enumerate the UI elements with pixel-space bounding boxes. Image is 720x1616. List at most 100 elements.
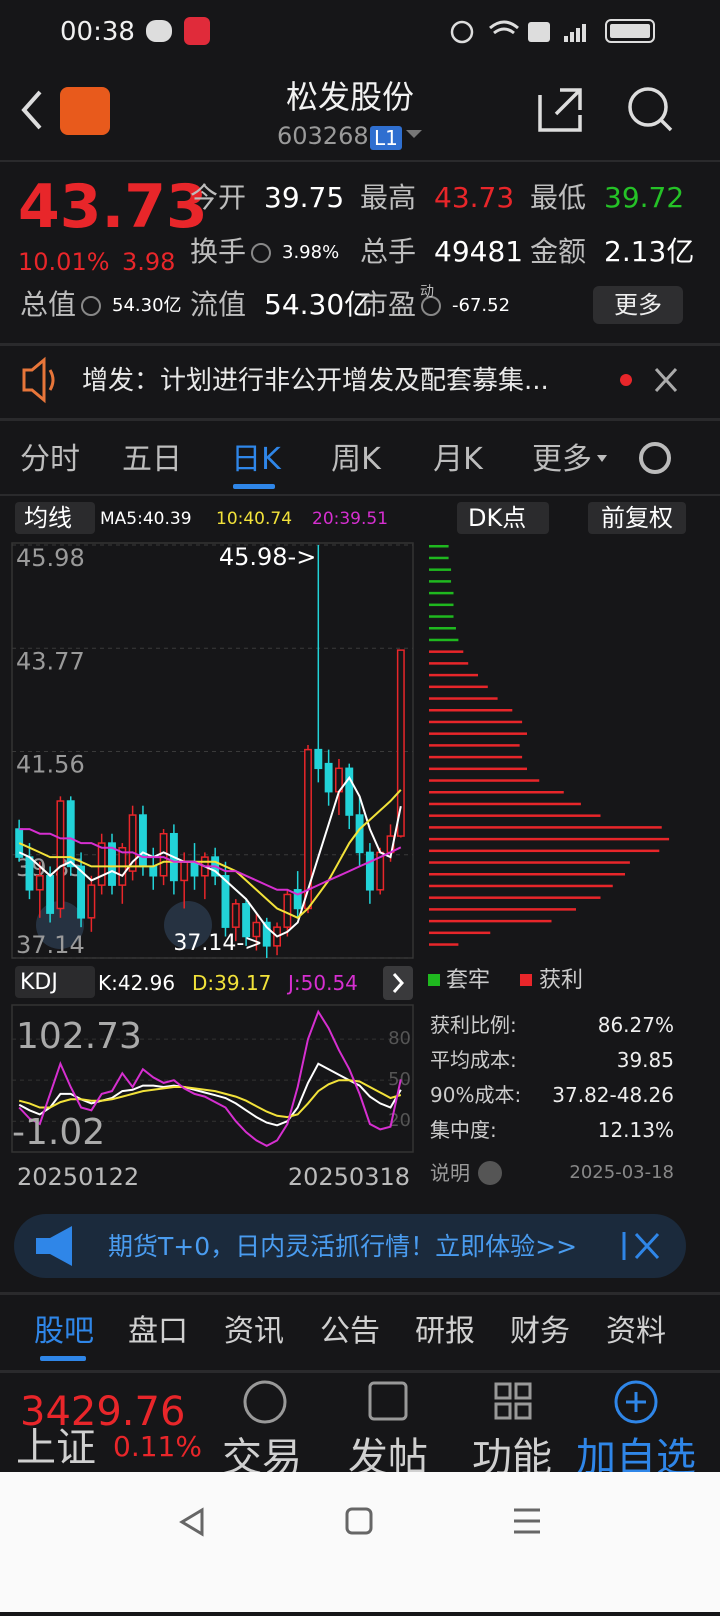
stat-label: 获利比例: bbox=[430, 1013, 517, 1037]
info-dot[interactable] bbox=[421, 296, 441, 316]
bottom-tab[interactable]: 盘口 bbox=[128, 1314, 188, 1349]
candle-body bbox=[262, 921, 271, 947]
chip-bar bbox=[429, 556, 449, 560]
change-amount: 3.98 bbox=[122, 248, 176, 276]
index-change: 0.11% bbox=[113, 1430, 202, 1463]
stat-label: 90%成本: bbox=[430, 1083, 522, 1107]
period-tab[interactable]: 更多 bbox=[532, 442, 592, 477]
date-label: 20250122 bbox=[17, 1163, 140, 1191]
period-tab[interactable]: 周K bbox=[331, 442, 381, 477]
more-button[interactable] bbox=[593, 286, 683, 324]
chip-bar bbox=[429, 873, 625, 876]
chip-bar bbox=[429, 662, 469, 665]
candle-body bbox=[314, 748, 323, 770]
ma-menu[interactable]: 均线 bbox=[24, 504, 72, 532]
candle-body bbox=[221, 875, 230, 928]
candle-body bbox=[15, 828, 24, 858]
candle-body bbox=[159, 832, 168, 877]
kdj-menu[interactable]: KDJ bbox=[20, 970, 58, 995]
dk-button-bg[interactable] bbox=[457, 502, 549, 534]
candle-body bbox=[396, 649, 405, 837]
kdj-line bbox=[18, 1009, 402, 1148]
candle-body bbox=[180, 861, 189, 882]
period-tab[interactable]: 五日 bbox=[122, 442, 182, 477]
high-annotation: 45.98-> bbox=[219, 543, 316, 571]
adjust-button[interactable]: 前复权 bbox=[601, 504, 673, 532]
footer-action[interactable]: 发帖 bbox=[348, 1435, 428, 1481]
candle-body bbox=[293, 889, 302, 910]
divider bbox=[0, 1292, 720, 1295]
trade-icon[interactable] bbox=[243, 1380, 287, 1424]
candle-body bbox=[108, 842, 116, 886]
back-button[interactable] bbox=[21, 90, 42, 130]
divider bbox=[0, 1370, 720, 1373]
info-icon[interactable] bbox=[478, 1161, 502, 1185]
period-tab[interactable]: 日K bbox=[231, 442, 281, 477]
kdj-label: K:42.96 bbox=[98, 971, 176, 995]
battery-icon bbox=[605, 19, 655, 43]
range-label: 102.73 bbox=[16, 1016, 142, 1057]
more-button-label[interactable]: 更多 bbox=[614, 291, 662, 319]
period-tab[interactable]: 月K bbox=[433, 442, 483, 477]
footer-action[interactable]: 加自选 bbox=[576, 1435, 696, 1481]
stat-label: 平均成本: bbox=[430, 1048, 517, 1072]
chip-bar bbox=[429, 568, 452, 571]
quote-label: 总手 bbox=[360, 235, 417, 268]
nav-home[interactable] bbox=[345, 1507, 373, 1535]
quote-value: 54.30亿 bbox=[264, 288, 373, 321]
post-icon[interactable] bbox=[368, 1381, 408, 1421]
chip-bar bbox=[429, 896, 601, 899]
ma-menu-bg bbox=[15, 502, 95, 534]
info-dot[interactable] bbox=[81, 296, 101, 316]
stat-label: 集中度: bbox=[430, 1118, 497, 1142]
note-label[interactable]: 说明 bbox=[430, 1161, 470, 1185]
bottom-tab[interactable]: 资料 bbox=[606, 1314, 666, 1349]
bottom-tab[interactable]: 股吧 bbox=[34, 1314, 94, 1349]
bottom-tab[interactable]: 研报 bbox=[415, 1314, 475, 1349]
search-button[interactable] bbox=[628, 87, 668, 127]
chart-zoom[interactable] bbox=[164, 901, 212, 949]
footer-action[interactable]: 交易 bbox=[222, 1435, 302, 1481]
period-tab[interactable]: 分时 bbox=[20, 442, 80, 477]
hd-icon bbox=[528, 22, 550, 42]
settings-button[interactable] bbox=[639, 442, 671, 474]
function-icon[interactable] bbox=[494, 1382, 532, 1420]
dk-button[interactable]: DK点 bbox=[468, 504, 527, 532]
notice-close[interactable] bbox=[654, 367, 678, 393]
nav-back[interactable] bbox=[179, 1507, 204, 1537]
kdj-next[interactable] bbox=[383, 966, 413, 1000]
quote-label: 总值 bbox=[20, 288, 77, 321]
share-button[interactable] bbox=[538, 88, 582, 132]
footer-action[interactable]: 功能 bbox=[472, 1435, 552, 1481]
notice-text[interactable]: 增发：计划进行非公开增发及配套募集... bbox=[82, 366, 549, 396]
candle-body bbox=[231, 903, 240, 928]
y-tick-label: 45.98 bbox=[16, 544, 85, 572]
watch-icon[interactable] bbox=[614, 1380, 658, 1424]
bottom-tab[interactable]: 财务 bbox=[510, 1314, 570, 1349]
chip-bar bbox=[429, 627, 456, 630]
legend-label: 获利 bbox=[539, 968, 584, 993]
low-annotation: 37.14-> bbox=[173, 931, 262, 956]
chip-bar bbox=[429, 908, 576, 911]
stock-name: 松发股份 bbox=[285, 78, 415, 116]
banner-close[interactable] bbox=[622, 1232, 660, 1260]
dropdown-arrow bbox=[406, 130, 422, 138]
divider bbox=[0, 160, 720, 162]
info-dot[interactable] bbox=[251, 243, 271, 263]
banner-bg[interactable] bbox=[14, 1214, 686, 1278]
nav-menu[interactable] bbox=[514, 1508, 540, 1534]
wifi-icon bbox=[489, 20, 519, 35]
stat-value: 12.13% bbox=[597, 1118, 674, 1142]
chip-bar bbox=[429, 943, 459, 946]
chip-bar bbox=[429, 580, 452, 583]
bottom-tab[interactable]: 资讯 bbox=[224, 1314, 284, 1349]
banner-text[interactable]: 期货T+0，日内灵活抓行情！立即体验>> bbox=[108, 1231, 578, 1261]
adjust-button-bg[interactable] bbox=[588, 502, 686, 534]
bottom-tab[interactable]: 公告 bbox=[320, 1314, 380, 1349]
chip-bar bbox=[429, 615, 454, 618]
candle-body bbox=[149, 865, 158, 877]
chip-bar bbox=[429, 650, 464, 653]
y-tick-label: 80 bbox=[388, 1028, 411, 1049]
kdj-frame bbox=[11, 1004, 414, 1153]
chip-bar bbox=[429, 685, 488, 689]
